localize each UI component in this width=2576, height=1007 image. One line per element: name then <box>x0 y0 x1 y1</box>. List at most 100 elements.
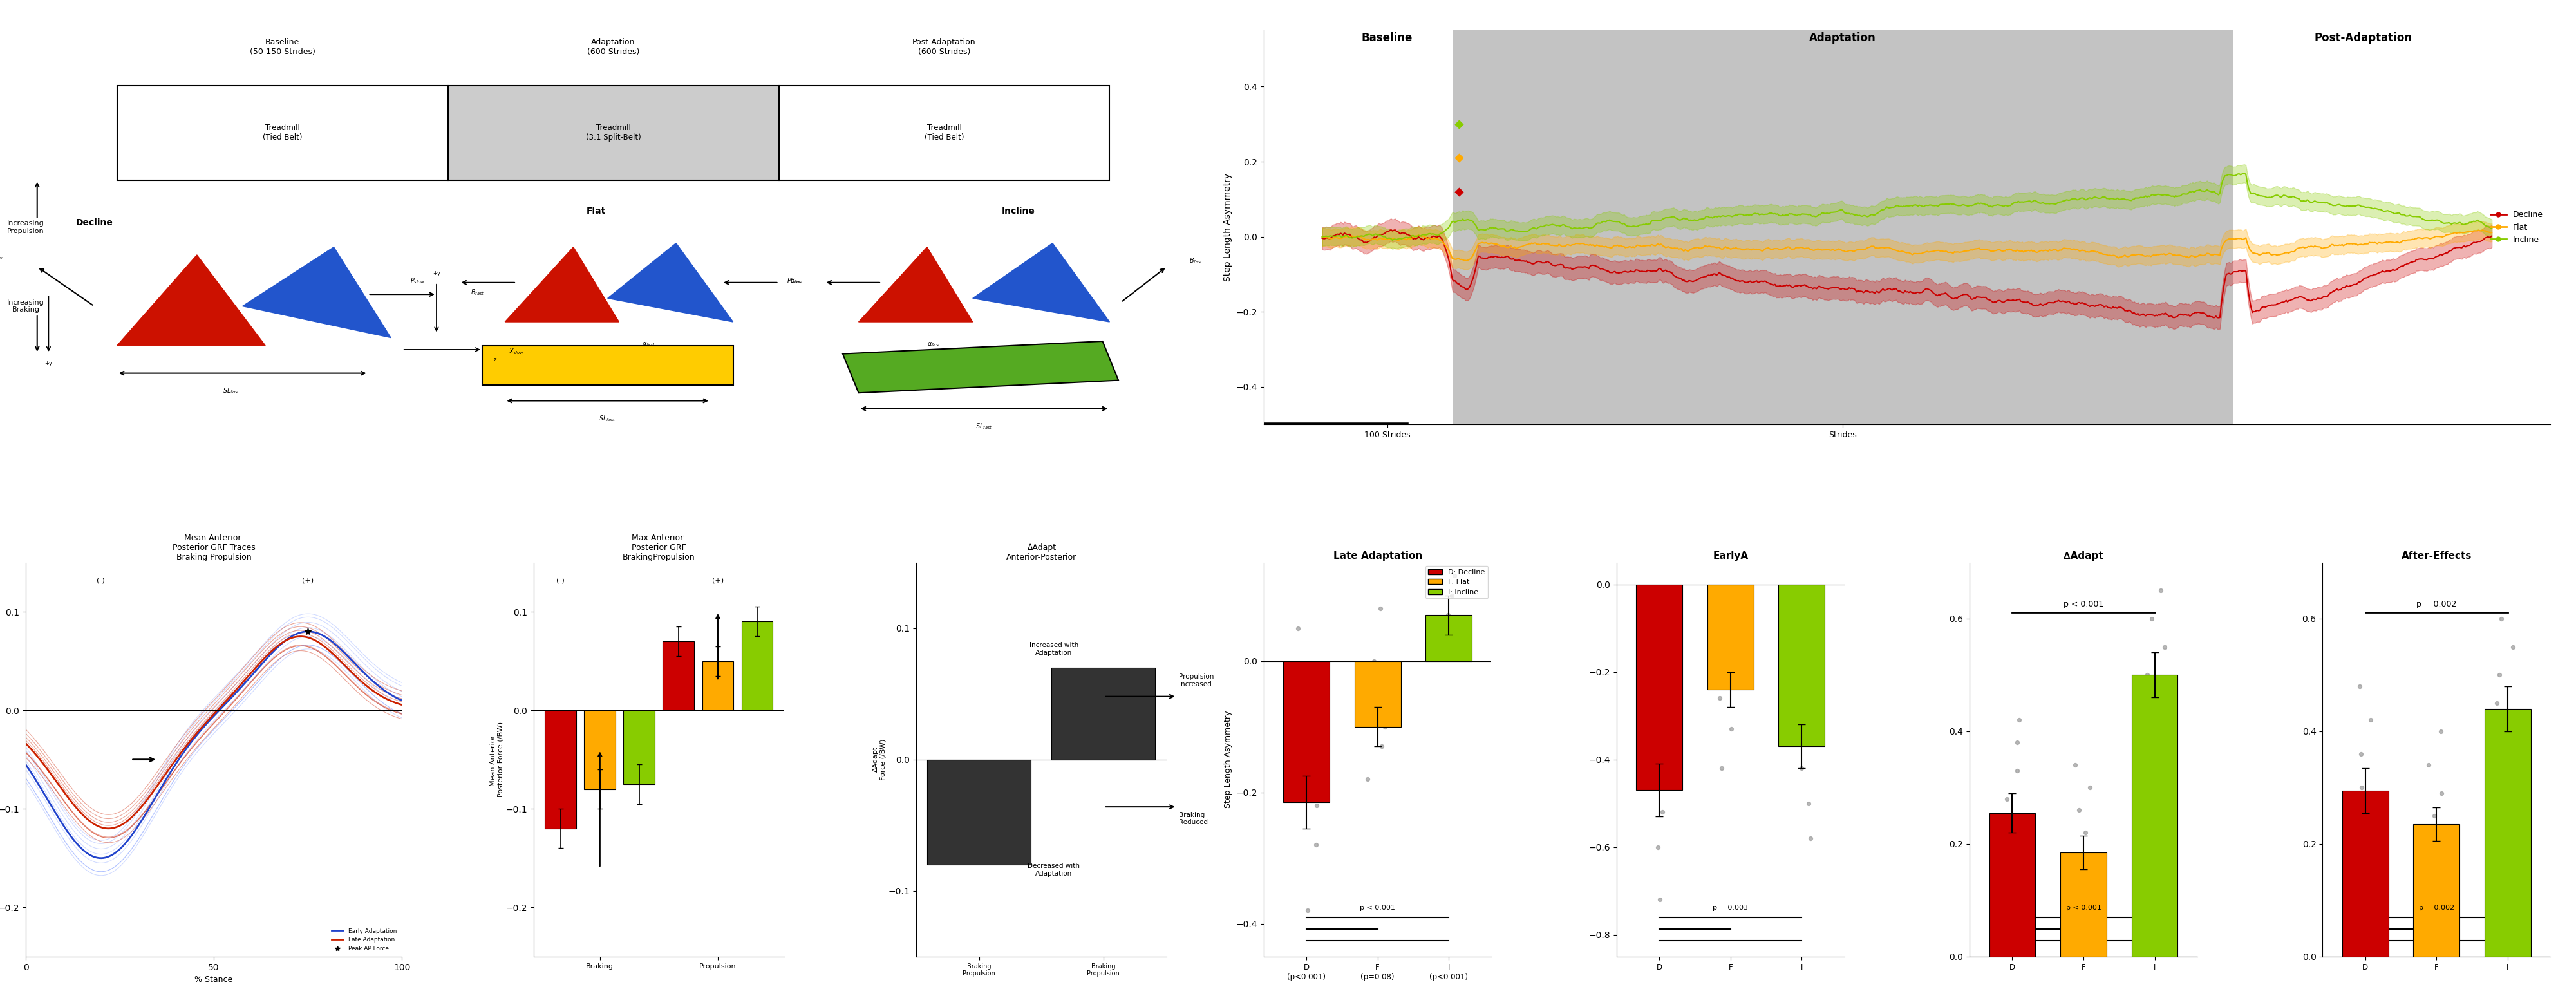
Point <box>1996 762 2038 778</box>
Point <box>1638 891 1680 907</box>
Bar <box>742 621 773 710</box>
Bar <box>2414 825 2460 957</box>
Text: $B_{fast}$: $B_{fast}$ <box>791 276 804 285</box>
Text: Treadmill
(3:1 Split-Belt): Treadmill (3:1 Split-Belt) <box>585 124 641 142</box>
Point <box>1638 839 1680 855</box>
Point <box>2058 803 2099 819</box>
Point <box>1422 535 1463 551</box>
Polygon shape <box>858 247 974 322</box>
Point <box>1285 771 1327 787</box>
Point <box>2421 785 2463 802</box>
Point <box>1427 607 1468 623</box>
Bar <box>623 710 654 784</box>
Point <box>1788 673 1829 689</box>
Point <box>1785 646 1826 663</box>
Title: ∆Adapt
Anterior-Posterior: ∆Adapt Anterior-Posterior <box>1007 544 1077 562</box>
Text: +y: +y <box>44 361 52 367</box>
Point <box>1360 600 1401 616</box>
Point <box>2342 746 2383 762</box>
Point <box>1631 734 1672 750</box>
Point <box>2339 679 2380 695</box>
Bar <box>842 341 1118 393</box>
Point <box>1435 568 1476 584</box>
Point <box>2125 723 2166 739</box>
Y-axis label: Step Length Asymmetry: Step Length Asymmetry <box>1224 711 1231 809</box>
Text: Post-Adaptation: Post-Adaptation <box>2313 32 2411 44</box>
Text: $\alpha_{fast}$: $\alpha_{fast}$ <box>641 340 657 348</box>
Point <box>2066 825 2107 841</box>
Polygon shape <box>242 247 392 337</box>
Bar <box>927 759 1030 865</box>
Text: Flat: Flat <box>587 206 605 215</box>
Legend: D: Decline, F: Flat, I: Incline: D: Decline, F: Flat, I: Incline <box>1425 566 1489 598</box>
Point <box>2419 723 2460 739</box>
Line: Early Adaptation: Early Adaptation <box>26 631 402 858</box>
Bar <box>1636 584 1682 790</box>
Point <box>1716 673 1757 689</box>
Point <box>1999 712 2040 728</box>
Text: Increasing
Braking: Increasing Braking <box>8 299 44 313</box>
Point <box>1278 732 1319 748</box>
Early Adaptation <box>85 852 116 864</box>
Point <box>2494 751 2535 767</box>
Point <box>2133 695 2174 711</box>
Point <box>2481 610 2522 626</box>
Text: p = 0.002: p = 0.002 <box>2416 600 2458 608</box>
Title: ∆Adapt: ∆Adapt <box>2063 551 2105 561</box>
Text: z: z <box>495 356 497 363</box>
Y-axis label: ∆Adapt
Force (/BW): ∆Adapt Force (/BW) <box>873 739 886 780</box>
Point <box>2349 808 2391 824</box>
Text: p < 0.001: p < 0.001 <box>2063 600 2105 608</box>
Text: $P_{slow}$: $P_{slow}$ <box>0 253 3 261</box>
Point <box>1296 798 1337 814</box>
Point <box>1432 548 1473 564</box>
Late Adaptation <box>386 699 417 711</box>
Point <box>1435 646 1476 663</box>
Bar <box>116 86 448 180</box>
Late Adaptation <box>113 815 144 827</box>
Text: Propulsion
Increased: Propulsion Increased <box>1180 674 1213 688</box>
Text: $\alpha_{fast}$: $\alpha_{fast}$ <box>927 340 940 348</box>
Text: $P_{slow}$: $P_{slow}$ <box>786 276 801 285</box>
Point <box>1352 653 1394 669</box>
Polygon shape <box>974 243 1110 322</box>
Bar <box>662 641 696 710</box>
Text: Increased with
Adaptation: Increased with Adaptation <box>1030 642 1079 657</box>
Text: Braking
Reduced: Braking Reduced <box>1180 812 1208 826</box>
Bar <box>703 661 734 710</box>
Text: p < 0.001: p < 0.001 <box>1360 905 1396 911</box>
Text: Adaptation: Adaptation <box>1808 32 1875 44</box>
Polygon shape <box>505 247 618 322</box>
Point <box>2478 667 2519 683</box>
Late Adaptation <box>93 823 124 835</box>
Bar <box>2061 853 2107 957</box>
Text: $SL_{fast}$: $SL_{fast}$ <box>976 422 992 431</box>
Y-axis label: Step Length Asymmetry: Step Length Asymmetry <box>1224 173 1231 281</box>
Early Adaptation <box>113 835 144 847</box>
Bar <box>1425 615 1471 661</box>
Early Adaptation <box>80 851 111 863</box>
Point <box>2411 892 2452 908</box>
Y-axis label: Mean Anterior-
Posterior Force (/BW): Mean Anterior- Posterior Force (/BW) <box>489 722 505 798</box>
Point <box>1700 760 1741 776</box>
Point <box>1986 864 2027 880</box>
Point <box>1432 587 1473 603</box>
Point <box>2342 779 2383 796</box>
Text: Baseline: Baseline <box>1363 32 1412 44</box>
Point <box>2336 836 2378 852</box>
Point <box>2421 859 2463 875</box>
Bar <box>1283 661 1329 803</box>
Title: Max Anterior-
Posterior GRF
BrakingPropulsion: Max Anterior- Posterior GRF BrakingPropu… <box>623 534 696 562</box>
Point <box>1775 734 1816 750</box>
Bar <box>1453 30 2233 424</box>
Point <box>1989 814 2030 830</box>
Point <box>1788 796 1829 812</box>
Early Adaptation <box>291 625 322 637</box>
Text: Treadmill
(Tied Belt): Treadmill (Tied Belt) <box>925 124 963 142</box>
Point <box>1710 656 1752 672</box>
Point <box>1710 721 1752 737</box>
Text: $SL_{fast}$: $SL_{fast}$ <box>222 387 240 396</box>
Point <box>2488 723 2530 739</box>
Point <box>1700 690 1741 706</box>
Text: p < 0.001: p < 0.001 <box>2066 905 2102 911</box>
